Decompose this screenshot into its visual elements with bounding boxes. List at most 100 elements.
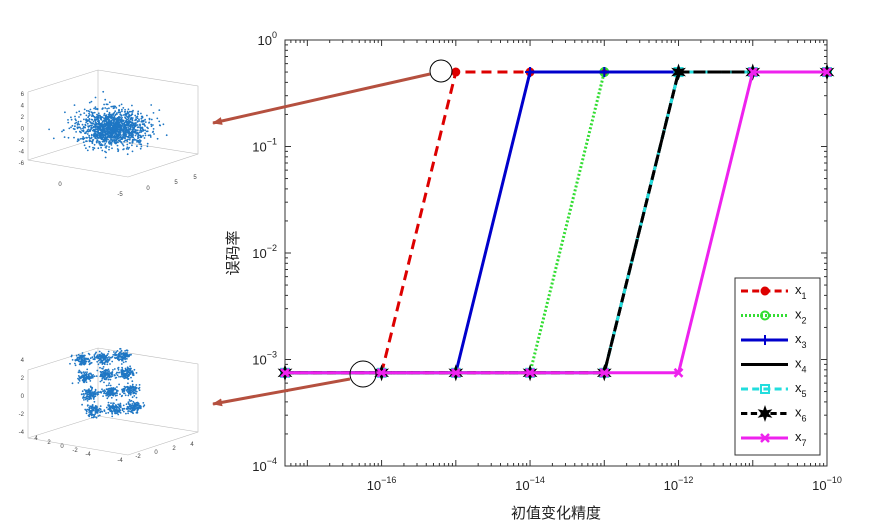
inset-scatter-point <box>87 130 90 133</box>
inset-scatter-point <box>104 107 107 109</box>
inset-scatter-point <box>111 415 114 418</box>
inset-scatter-point <box>112 135 115 138</box>
inset-scatter-point <box>104 361 106 364</box>
inset-scatter-point <box>102 126 105 129</box>
inset-scatter-point <box>115 406 118 409</box>
inset-scatter-point <box>137 137 139 140</box>
inset-scatter-point <box>93 135 96 138</box>
inset-scatter-point <box>114 124 117 127</box>
inset-scatter-point <box>86 358 89 360</box>
inset-scatter-point <box>116 350 119 352</box>
inset-top-y-tick: -6 <box>19 161 25 167</box>
inset-scatter-point <box>144 132 147 135</box>
inset-scatter-point <box>96 411 99 414</box>
inset-scatter-point <box>117 403 119 406</box>
inset-scatter-point <box>101 140 104 143</box>
inset-scatter-point <box>124 134 127 136</box>
inset-scatter-point <box>116 390 118 392</box>
inset-scatter-point <box>105 117 107 119</box>
inset-scatter-point <box>104 134 107 136</box>
x-tick-label-base: 10 <box>515 478 529 493</box>
legend-marker <box>757 404 773 423</box>
inset-scatter-point <box>115 404 118 407</box>
inset-scatter-point <box>129 114 132 117</box>
inset-scatter-point <box>94 352 97 355</box>
inset-scatter-point <box>118 109 120 112</box>
inset-scatter-point <box>117 134 120 136</box>
inset-bottom-z-tick: -2 <box>135 454 141 460</box>
inset-scatter-point <box>127 127 130 129</box>
inset-scatter-point <box>108 390 110 393</box>
inset-scatter-point <box>79 138 82 140</box>
inset-scatter-point <box>121 407 124 410</box>
series-point-x1 <box>451 67 461 77</box>
inset-scatter-point <box>109 127 112 130</box>
legend-label-name: x <box>795 429 802 444</box>
inset-scatter-point <box>103 369 106 372</box>
inset-scatter-point <box>108 129 111 131</box>
inset-scatter-point <box>124 108 126 111</box>
inset-scatter-point <box>137 133 140 135</box>
inset-scatter-point <box>150 125 153 128</box>
legend-label: x7 <box>795 429 807 448</box>
inset-scatter-point <box>92 120 95 123</box>
inset-scatter-point <box>152 127 155 130</box>
inset-scatter-point <box>62 129 65 132</box>
inset-scatter-point <box>107 411 110 414</box>
inset-scatter-point <box>135 387 138 389</box>
inset-scatter-point <box>118 352 120 355</box>
inset-scatter-point <box>112 369 114 371</box>
inset-scatter-point <box>89 396 92 399</box>
inset-scatter-point <box>105 140 108 143</box>
inset-scatter-point <box>99 136 102 139</box>
inset-scatter-point <box>84 359 86 362</box>
legend-entry-x6: x6 <box>741 405 807 424</box>
inset-scatter-point <box>116 137 119 139</box>
inset-scatter-point <box>94 123 97 126</box>
inset-scatter-point <box>99 375 102 378</box>
inset-scatter-point <box>111 131 114 134</box>
inset-scatter-point <box>85 121 87 124</box>
legend-marker <box>760 310 770 321</box>
inset-scatter-point <box>95 116 98 118</box>
inset-scatter-point <box>126 138 129 141</box>
inset-scatter-point <box>94 390 97 392</box>
inset-scatter-point <box>82 141 85 144</box>
inset-scatter-point <box>118 409 121 412</box>
inset-scatter-point <box>103 381 105 384</box>
inset-scatter-point <box>125 412 127 415</box>
x-tick-label-exp: −14 <box>530 475 545 485</box>
inset-scatter-point <box>123 407 126 410</box>
inset-top-y-tick: 2 <box>21 115 25 121</box>
inset-scatter-point <box>85 381 88 383</box>
inset-scatter-point <box>99 133 102 136</box>
inset-scatter-point <box>127 124 130 127</box>
inset-scatter-point <box>134 388 137 391</box>
series-point-x7 <box>280 367 290 378</box>
inset-scatter-point <box>87 375 89 378</box>
inset-scatter-point <box>97 363 100 366</box>
inset-scatter-point <box>110 144 113 146</box>
inset-scatter-point <box>102 395 104 397</box>
inset-scatter-point <box>121 409 124 412</box>
inset-scatter-point <box>113 118 115 121</box>
inset-scatter-point <box>111 133 114 136</box>
inset-scatter-point <box>109 390 112 393</box>
inset-scatter-point <box>94 130 97 133</box>
inset-scatter-point <box>105 130 107 133</box>
inset-scatter-point <box>84 374 87 377</box>
inset-scatter-point <box>111 410 114 413</box>
inset-scatter-point <box>126 388 128 391</box>
inset-scatter-point <box>121 358 124 361</box>
inset-scatter-point <box>84 124 87 127</box>
inset-scatter-point <box>74 118 77 120</box>
inset-scatter-point <box>140 143 143 146</box>
inset-scatter-point <box>156 137 159 140</box>
inset-scatter-point <box>92 128 95 131</box>
inset-scatter-point <box>126 122 129 125</box>
inset-scatter-point <box>71 382 74 385</box>
inset-scatter-point <box>128 116 131 118</box>
inset-scatter-point <box>92 148 95 151</box>
inset-scatter-point <box>127 122 130 125</box>
